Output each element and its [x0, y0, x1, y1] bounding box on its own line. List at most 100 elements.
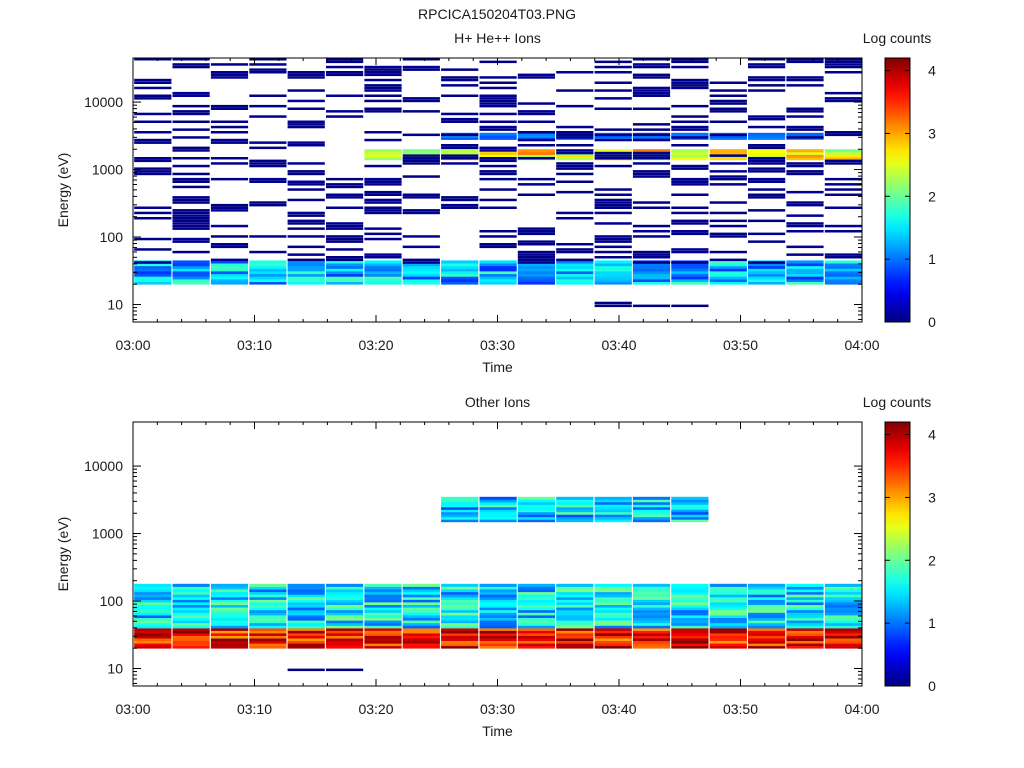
heatmap-cell [556, 268, 594, 272]
heatmap-cell [287, 170, 325, 173]
heatmap-cell [594, 263, 632, 267]
heatmap-cell [479, 102, 517, 105]
heatmap-cell [172, 625, 210, 629]
heatmap-cell [517, 177, 555, 181]
heatmap-cell [824, 627, 862, 631]
heatmap-cell [824, 230, 862, 233]
heatmap-cell [632, 614, 671, 618]
heatmap-cell [249, 638, 287, 641]
heatmap-cell [364, 107, 402, 110]
heatmap-cell [287, 71, 325, 74]
heatmap-cell [441, 149, 479, 153]
heatmap-cell [594, 268, 632, 272]
heatmap-cell [479, 622, 517, 626]
heatmap-cell [326, 193, 364, 196]
heatmap-cell [517, 243, 555, 246]
heatmap-cell [326, 65, 364, 69]
heatmap-cell [134, 620, 172, 624]
heatmap-cell [479, 638, 517, 641]
heatmap-cell [556, 149, 594, 152]
heatmap-cell [632, 265, 671, 269]
heatmap-cell [479, 499, 517, 503]
heatmap-cell [556, 263, 594, 267]
heatmap-cell [748, 261, 786, 264]
heatmap-cell [441, 281, 479, 285]
heatmap-cell [632, 65, 671, 69]
heatmap-cell [402, 599, 440, 603]
heatmap-cell [671, 630, 709, 634]
heatmap-cell [441, 78, 479, 82]
heatmap-cell [594, 193, 632, 196]
heatmap-cell [824, 614, 862, 618]
heatmap-cell [632, 511, 671, 515]
heatmap-cell [287, 123, 325, 126]
heatmap-cell [326, 227, 364, 230]
heatmap-cell [134, 265, 172, 269]
heatmap-cell [632, 157, 671, 160]
heatmap-cell [632, 235, 671, 238]
heatmap-cell [172, 627, 210, 631]
heatmap-cell [287, 271, 325, 275]
colorbar [884, 421, 911, 687]
heatmap-cell [479, 157, 517, 160]
heatmap-cell [632, 206, 671, 209]
heatmap-cell [287, 227, 325, 230]
heatmap-cell [172, 128, 210, 131]
heatmap-cell [594, 281, 632, 285]
heatmap-cell [402, 193, 440, 196]
heatmap-cell [824, 177, 862, 181]
heatmap-cell [326, 589, 364, 593]
heatmap-cell [709, 278, 747, 282]
heatmap-cell [364, 177, 402, 181]
heatmap-cell [786, 627, 824, 631]
heatmap-cell [671, 248, 709, 251]
heatmap-cell [517, 230, 555, 233]
heatmap-cell [748, 63, 786, 66]
heatmap-cell [402, 149, 440, 153]
heatmap-cell [210, 260, 249, 264]
heatmap-cell [326, 263, 364, 267]
heatmap-cell [709, 157, 747, 161]
heatmap-cell [594, 273, 632, 277]
heatmap-cell [364, 201, 402, 204]
heatmap-cell [479, 149, 517, 152]
heatmap-cell [594, 211, 632, 215]
heatmap-cell [210, 141, 249, 144]
heatmap-cell [786, 607, 824, 611]
heatmap-cell [210, 278, 249, 282]
heatmap-cell [594, 516, 632, 520]
x-tick-label: 03:50 [723, 337, 758, 353]
heatmap-cell [479, 645, 517, 649]
heatmap-cell [134, 596, 172, 600]
heatmap-cell [556, 586, 594, 590]
heatmap-cell [556, 496, 594, 500]
heatmap-cell [210, 273, 249, 277]
colorbar-tick-label: 2 [928, 552, 936, 568]
heatmap-cell [402, 596, 440, 600]
heatmap-cell [441, 133, 479, 137]
heatmap-cell [748, 137, 786, 140]
heatmap-cell [402, 617, 440, 621]
heatmap-cell [632, 643, 671, 647]
heatmap-cell [134, 86, 172, 90]
heatmap-cell [249, 599, 287, 603]
heatmap-cell [594, 519, 632, 523]
heatmap-cell [134, 131, 172, 134]
heatmap-cell [709, 604, 747, 608]
heatmap-cell [249, 643, 287, 647]
heatmap-cell [287, 604, 325, 608]
heatmap-cell [556, 190, 594, 194]
heatmap-cell [172, 599, 210, 603]
heatmap-cell [326, 601, 364, 605]
heatmap-cell [172, 596, 210, 600]
heatmap-cell [786, 612, 824, 616]
heatmap-cell [671, 180, 709, 183]
heatmap-cell [364, 643, 402, 647]
heatmap-cell [671, 622, 709, 626]
heatmap-cell [594, 164, 632, 168]
heatmap-cell [172, 601, 210, 605]
heatmap-cell [172, 583, 210, 587]
heatmap-cell [709, 601, 747, 605]
heatmap-cell [172, 180, 210, 183]
heatmap-cell [786, 271, 824, 275]
